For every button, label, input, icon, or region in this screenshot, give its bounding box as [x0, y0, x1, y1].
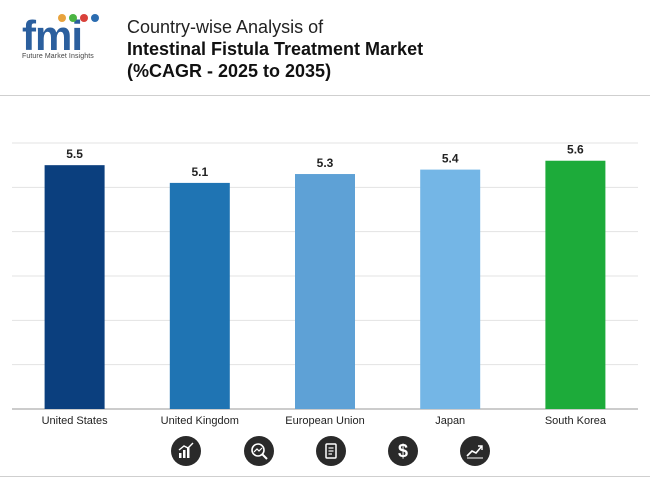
footer-icons: $ — [0, 436, 650, 470]
report-header: fmi Future Market Insights Country-wise … — [0, 0, 650, 96]
x-tick-label: United Kingdom — [161, 415, 239, 427]
title-line-1: Country-wise Analysis of — [127, 17, 324, 37]
bar — [44, 165, 105, 409]
bar — [169, 182, 230, 409]
data-label: 5.5 — [66, 147, 83, 161]
bar — [420, 169, 481, 409]
data-label: 5.6 — [567, 143, 584, 157]
x-tick-label: South Korea — [545, 415, 607, 427]
title-line-3: (%CAGR - 2025 to 2035) — [127, 61, 332, 81]
magnifier-chart-icon — [244, 436, 274, 466]
bar — [295, 174, 355, 409]
data-label: 5.1 — [191, 165, 208, 179]
logo-subtitle: Future Market Insights — [22, 53, 94, 60]
x-tick-label: Japan — [435, 415, 465, 427]
data-label: 5.3 — [317, 156, 334, 170]
dollar-icon: $ — [388, 436, 418, 466]
data-label: 5.4 — [442, 152, 459, 166]
chart-title: Country-wise Analysis of Intestinal Fist… — [127, 16, 423, 82]
x-tick-label: United States — [42, 415, 109, 427]
fmi-logo: fmi — [22, 12, 99, 59]
trend-line-icon — [460, 436, 490, 466]
title-line-2: Intestinal Fistula Treatment Market — [127, 39, 424, 59]
footer-divider — [0, 476, 650, 477]
report-icon — [316, 436, 346, 466]
header-divider — [0, 95, 650, 96]
svg-text:$: $ — [398, 441, 408, 461]
bar-chart: 5.5 United States 5.1 United Kingdom 5.3 Euro… — [12, 142, 638, 427]
x-tick-label: European Union — [285, 415, 365, 427]
bar — [545, 160, 606, 409]
growth-chart-icon — [171, 436, 201, 466]
